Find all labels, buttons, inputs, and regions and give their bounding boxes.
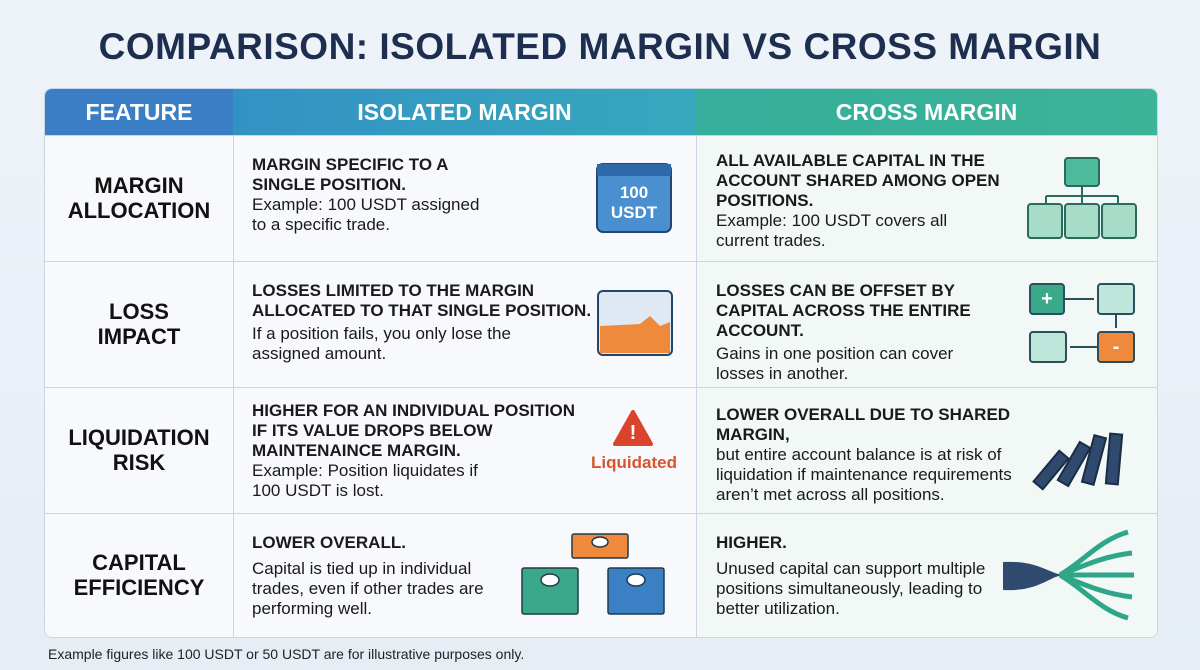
money-icon xyxy=(521,533,665,615)
wallet-icon: 100 USDT xyxy=(596,163,672,233)
cross-cell: ALL AVAILABLE CAPITAL IN THE ACCOUNT SHA… xyxy=(716,151,1016,251)
cell-heading: HIGHER FOR AN INDIVIDUAL POSITION IF ITS… xyxy=(252,401,576,460)
cross-cell: LOWER OVERALL DUE TO SHARED MARGIN, but e… xyxy=(716,405,1036,505)
cell-heading: LOWER OVERALL DUE TO SHARED MARGIN, xyxy=(716,405,1011,444)
divider xyxy=(45,387,1157,388)
loss-box-icon xyxy=(597,290,673,356)
icon-text: 100 xyxy=(620,183,648,202)
isolated-cell: LOSSES LIMITED TO THE MARGIN ALLOCATED T… xyxy=(252,281,597,364)
divider xyxy=(233,135,234,637)
svg-text:!: ! xyxy=(630,422,637,444)
feature-label: LOSS IMPACT xyxy=(97,299,181,349)
isolated-cell: MARGIN SPECIFIC TO A SINGLE POSITION. Exa… xyxy=(252,155,482,235)
cell-heading: HIGHER. xyxy=(716,533,787,552)
isolated-cell: HIGHER FOR AN INDIVIDUAL POSITION IF ITS… xyxy=(252,401,582,501)
cell-body: but entire account balance is at risk of… xyxy=(716,445,1012,504)
offset-icon: + - xyxy=(1029,283,1135,363)
domino-icon xyxy=(1032,432,1124,491)
divider xyxy=(45,135,1157,136)
hierarchy-icon xyxy=(1027,157,1137,239)
funnel-icon xyxy=(1003,529,1134,621)
cell-heading: LOSSES LIMITED TO THE MARGIN ALLOCATED T… xyxy=(252,281,592,320)
header-cell: CROSS MARGIN xyxy=(696,89,1157,135)
feature-label: CAPITAL EFFICIENCY xyxy=(73,550,205,600)
cell-body: Capital is tied up in individual trades,… xyxy=(252,559,484,618)
svg-text:+: + xyxy=(1041,288,1053,310)
cross-cell: HIGHER. Unused capital can support multip… xyxy=(716,533,1006,619)
cell-body: Gains in one position can cover losses i… xyxy=(716,344,954,383)
footnote: Example figures like 100 USDT or 50 USDT… xyxy=(48,646,525,662)
cell-body: Example: Position liquidates if 100 USDT… xyxy=(252,461,478,500)
svg-text:-: - xyxy=(1113,336,1120,358)
header-cell: ISOLATED MARGIN xyxy=(233,89,696,135)
title: COMPARISON: ISOLATED MARGIN VS CROSS MAR… xyxy=(98,26,1102,67)
liquidated-icon: ! Liquidated xyxy=(591,410,677,472)
feature-label: MARGIN ALLOCATION xyxy=(67,173,211,223)
divider xyxy=(45,513,1157,514)
cell-heading: LOWER OVERALL. xyxy=(252,533,406,552)
header-cell: FEATURE xyxy=(45,89,233,135)
icon-text: Liquidated xyxy=(591,453,677,472)
cell-body: Example: 100 USDT assigned to a specific… xyxy=(252,195,480,234)
isolated-cell: LOWER OVERALL. Capital is tied up in indi… xyxy=(252,533,492,619)
cell-heading: MARGIN SPECIFIC TO A SINGLE POSITION. xyxy=(252,155,448,194)
divider xyxy=(45,261,1157,262)
cell-body: If a position fails, you only lose the a… xyxy=(252,324,511,363)
cell-heading: LOSSES CAN BE OFFSET BY CAPITAL ACROSS T… xyxy=(716,281,971,340)
cross-cell: LOSSES CAN BE OFFSET BY CAPITAL ACROSS T… xyxy=(716,281,1026,384)
cell-body: Example: 100 USDT covers all current tra… xyxy=(716,211,948,250)
feature-label: LIQUIDATION RISK xyxy=(68,425,210,475)
divider xyxy=(696,135,697,637)
cell-heading: ALL AVAILABLE CAPITAL IN THE ACCOUNT SHA… xyxy=(716,151,1000,210)
icon-text: USDT xyxy=(611,203,658,222)
cell-body: Unused capital can support multiple posi… xyxy=(716,559,986,618)
